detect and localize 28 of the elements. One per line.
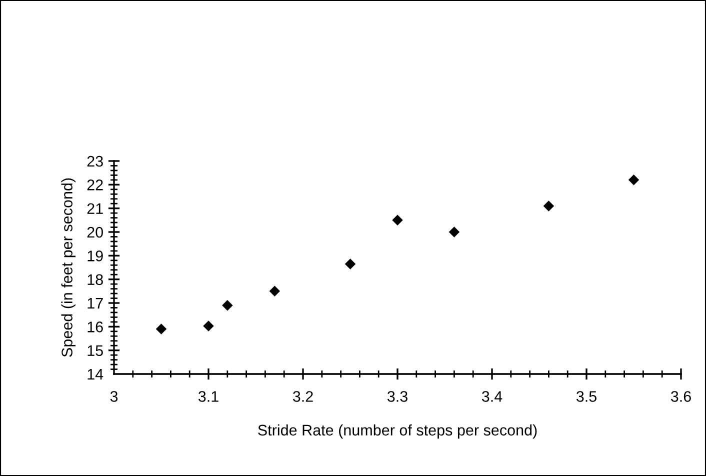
- y-tick-label: 19: [88, 250, 103, 262]
- y-tick-label: 16: [88, 322, 103, 332]
- point: [269, 286, 280, 297]
- y-tick-label: 15: [88, 345, 103, 356]
- x-tick-label: 3.2: [292, 391, 313, 402]
- y-tick-label: 17: [88, 298, 103, 309]
- x-tick-label: 3.1: [198, 391, 218, 402]
- point: [448, 226, 460, 238]
- x-tick-label: 3.6: [670, 391, 691, 402]
- point: [156, 324, 167, 334]
- x-tick-label: 3.5: [576, 391, 596, 402]
- y-tick-label: 22: [87, 180, 103, 190]
- x-tick-label: 3.3: [387, 391, 408, 402]
- point: [344, 258, 356, 270]
- x-tick-label: 3: [110, 391, 118, 402]
- y-tick-label: 21: [87, 203, 103, 214]
- x-axis-title: Stride Rate (number of steps per second): [258, 424, 537, 439]
- point: [392, 214, 403, 226]
- y-tick-label: 20: [87, 226, 103, 238]
- y-tick-label: 14: [88, 369, 104, 380]
- y-tick-label: 18: [88, 274, 103, 286]
- x-tick-label: 3.4: [482, 391, 502, 402]
- y-axis-title: Speed (in feet per second): [61, 178, 76, 357]
- point: [628, 174, 640, 186]
- point: [203, 320, 214, 332]
- y-tick-label: 23: [87, 156, 103, 167]
- point: [222, 300, 233, 311]
- point: [543, 200, 554, 212]
